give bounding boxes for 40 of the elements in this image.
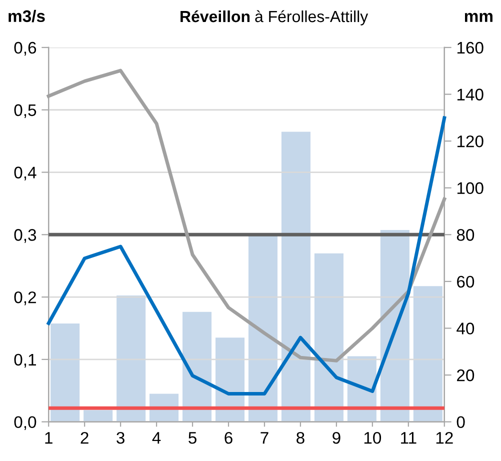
x-tick-label: 5 (188, 432, 196, 444)
y2-axis-title: mm (464, 12, 492, 22)
line-series (46, 116, 446, 396)
x-tick-label: 6 (224, 432, 232, 444)
x-tick-label: 8 (296, 432, 304, 444)
bar (50, 324, 80, 422)
bar (281, 132, 310, 422)
x-tick-label: 9 (332, 432, 340, 444)
x-tick-label: 12 (436, 432, 453, 444)
y2-tick-label: 40 (456, 322, 474, 334)
bar (84, 410, 113, 422)
x-tick-label: 10 (364, 432, 382, 444)
bar (116, 295, 146, 422)
x-tick-label: 11 (401, 432, 416, 444)
y-tick-label: 0,1 (14, 354, 36, 368)
x-tick-label: 7 (260, 432, 268, 444)
y2-tick-label: 20 (457, 369, 474, 382)
x-tick-label: 4 (152, 432, 161, 444)
y2-tick-label: 80 (456, 229, 474, 241)
y-tick-label: 0,2 (14, 291, 36, 306)
y2-tick-label: 100 (457, 182, 484, 194)
bar (413, 286, 442, 422)
y-tick-label: 0,5 (14, 104, 36, 118)
bar (182, 312, 212, 422)
y2-tick-label: 120 (457, 135, 484, 148)
y2-tick-label: 0 (456, 416, 465, 428)
y2-tick-label: 60 (457, 276, 474, 288)
y-axis-title: m3/s (8, 10, 45, 22)
x-tick-label: 2 (80, 432, 88, 444)
x-tick-label: 3 (116, 432, 124, 444)
bar (248, 234, 278, 422)
y-tick-label: 0,6 (14, 42, 36, 56)
y2-tick-label: 140 (457, 88, 484, 100)
x-tick-label: 1 (45, 432, 52, 444)
y-tick-label: 0,0 (14, 416, 36, 430)
y2-tick-label: 160 (457, 42, 484, 54)
y-tick-label: 0,4 (14, 166, 36, 180)
y-tick-label: 0,3 (14, 229, 36, 243)
chart-title: Réveillon à Férolles-Attilly (180, 10, 368, 26)
bar (314, 253, 344, 422)
